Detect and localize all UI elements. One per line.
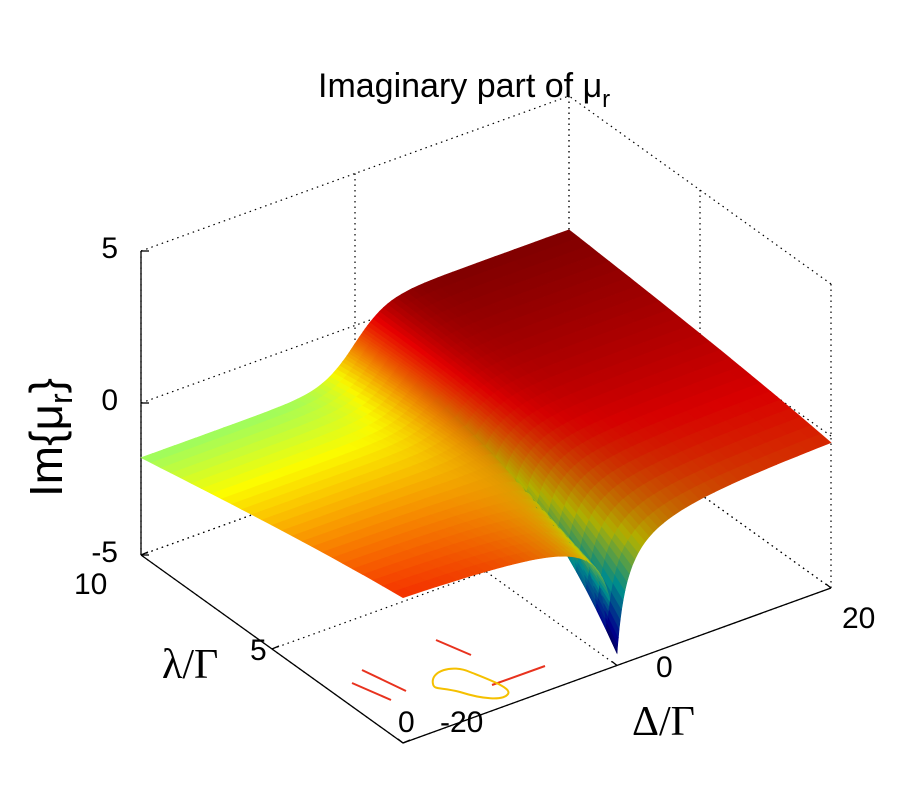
surface-patch <box>808 433 832 448</box>
x-axis-label: Δ/Γ <box>632 699 695 745</box>
contour-line <box>431 667 510 700</box>
surface-mesh <box>140 229 832 655</box>
y-tick-label: 0 <box>398 706 415 739</box>
z-tick-label: -5 <box>91 536 118 569</box>
x-tick-label: -20 <box>440 706 483 739</box>
y-axis-label: λ/Γ <box>162 642 218 688</box>
y-tick <box>271 645 280 650</box>
y-tick <box>402 739 411 744</box>
y-tick-label: 10 <box>74 568 107 601</box>
z-tick-label: 5 <box>101 232 118 265</box>
z-tick-label: 0 <box>101 384 118 417</box>
contour-line <box>351 682 392 701</box>
chart-title: Imaginary part of μr <box>318 67 610 113</box>
y-tick-label: 5 <box>250 634 267 667</box>
x-tick <box>825 583 832 589</box>
y-tick <box>140 551 149 556</box>
contour-projection <box>351 639 546 701</box>
contour-line <box>491 665 546 686</box>
axis-box <box>140 250 832 744</box>
x-tick <box>611 660 618 667</box>
contour-line <box>361 669 407 692</box>
x-tick <box>397 738 404 744</box>
x-tick-label: 0 <box>656 651 673 684</box>
z-axis-label: Im{μr} <box>20 378 79 497</box>
x-tick-label: 20 <box>842 602 875 635</box>
contour-line <box>435 639 472 656</box>
